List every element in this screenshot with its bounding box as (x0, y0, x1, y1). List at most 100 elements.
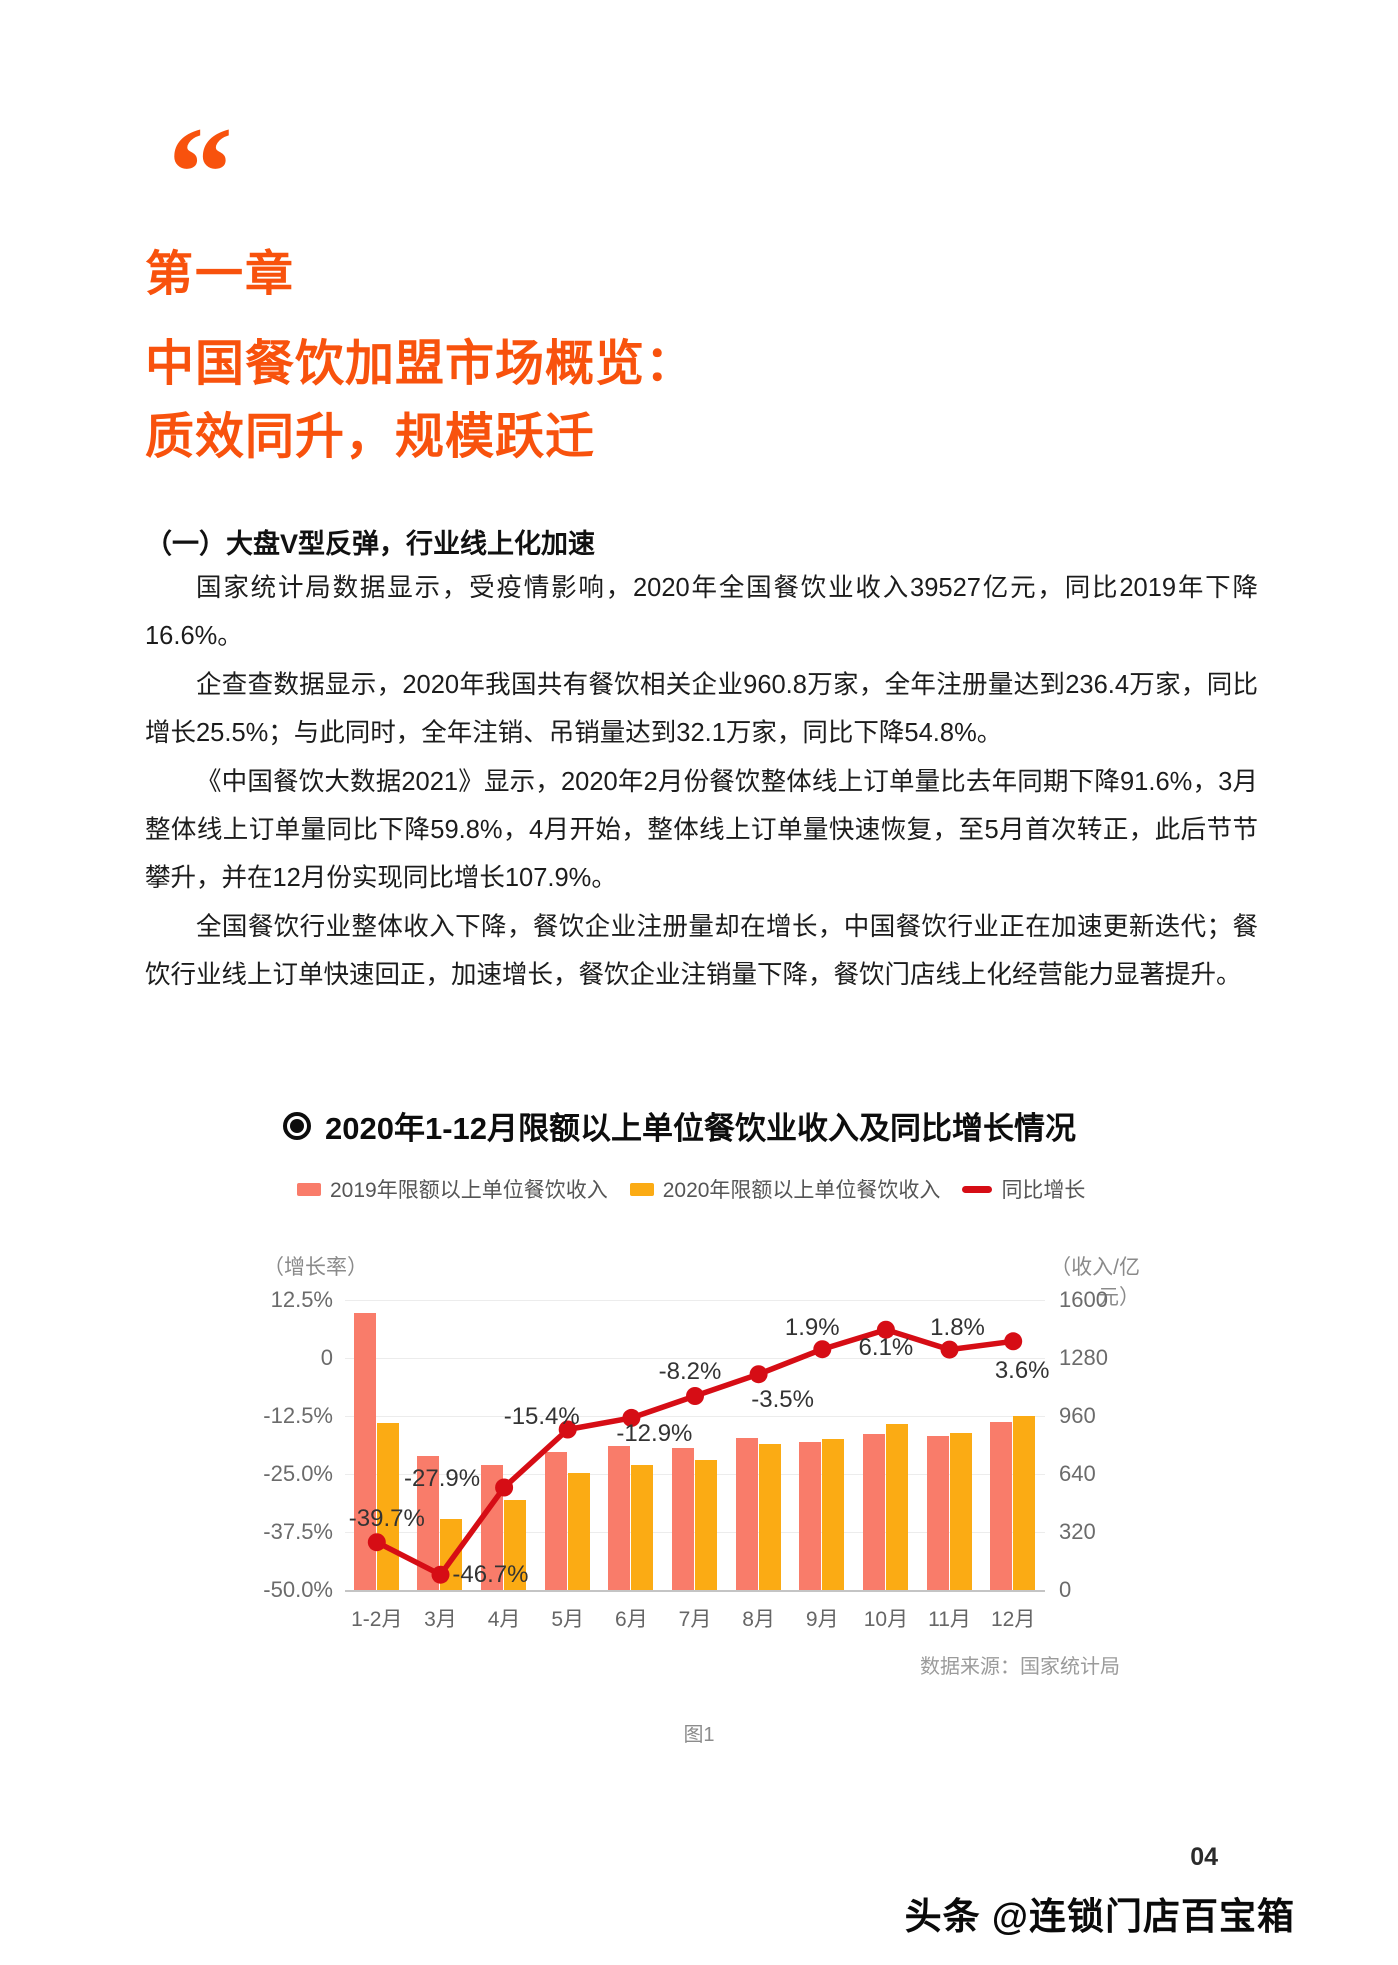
legend-label: 2019年限额以上单位餐饮收入 (330, 1179, 608, 1202)
growth-point-6月 (622, 1408, 641, 1427)
growth-label-7月: -8.2% (658, 1358, 722, 1386)
right-axis-tick: 640 (1059, 1461, 1096, 1486)
legend-item: 2020年限额以上单位餐饮收入 (629, 1174, 941, 1204)
legend-bar-swatch (297, 1182, 321, 1196)
legend-label: 同比增长 (1001, 1179, 1086, 1202)
growth-point-3月 (431, 1565, 450, 1584)
bullseye-icon (283, 1111, 311, 1140)
left-axis-caption: （增长率） (263, 1256, 368, 1279)
x-axis-label-8月: 8月 (742, 1608, 775, 1631)
chapter-heading: 第一章 (145, 248, 296, 301)
x-axis-label-4月: 4月 (487, 1608, 521, 1631)
legend-label: 2020年限额以上单位餐饮收入 (662, 1179, 941, 1202)
growth-point-9月 (813, 1340, 832, 1359)
legend-item: 同比增长 (962, 1174, 1085, 1204)
paragraph: 国家统计局数据显示，受疫情影响，2020年全国餐饮业收入39527亿元，同比20… (145, 574, 1258, 651)
right-axis-caption: （收入/亿元） (1050, 1256, 1140, 1309)
growth-point-5月 (558, 1420, 577, 1439)
left-axis-tick: -12.5% (263, 1403, 333, 1428)
growth-label-10月: 6.1% (858, 1333, 914, 1361)
growth-point-12月 (1004, 1332, 1023, 1351)
x-axis-label-3月: 3月 (424, 1608, 457, 1631)
left-axis-tick: 12.5% (270, 1287, 333, 1312)
bar-2019-11月 (926, 1435, 949, 1590)
x-axis-label-6月: 6月 (615, 1608, 648, 1631)
bar-2019-12月 (990, 1421, 1013, 1590)
right-axis-tick: 0 (1059, 1577, 1072, 1602)
right-axis-tick: 1280 (1059, 1345, 1108, 1370)
gridline (345, 1358, 1045, 1359)
growth-point-10月 (876, 1320, 895, 1339)
body-text: 国家统计局数据显示，受疫情影响，2020年全国餐饮业收入39527亿元，同比20… (145, 564, 1258, 1000)
left-axis-tick: -25.0% (263, 1461, 333, 1486)
watermark: 头条 @连锁门店百宝箱 (904, 1896, 1295, 1937)
growth-label-9月: 1.9% (784, 1314, 840, 1342)
paragraph: 全国餐饮行业整体收入下降，餐饮企业注册量却在增长，中国餐饮行业正在加速更新迭代；… (145, 912, 1258, 990)
growth-point-7月 (686, 1387, 704, 1405)
bar-2019-9月 (799, 1441, 822, 1590)
bar-2020-9月 (822, 1438, 845, 1590)
bar-2020-7月 (695, 1460, 717, 1590)
paragraph: 《中国餐饮大数据2021》显示，2020年2月份餐饮整体线上订单量比去年同期下降… (145, 767, 1258, 893)
bar-2020-8月 (758, 1443, 781, 1590)
growth-label-6月: -12.9% (616, 1419, 693, 1447)
right-axis-tick: 1600 (1059, 1287, 1108, 1312)
growth-line-chart (367, 1320, 1023, 1584)
growth-point-8月 (749, 1365, 768, 1384)
growth-point-11月 (940, 1340, 959, 1359)
bar-2020-11月 (949, 1432, 972, 1590)
bar-2020-12月 (1013, 1415, 1036, 1590)
growth-label-3月: -46.7% (452, 1560, 529, 1588)
growth-label-1-2月: -39.7% (348, 1505, 425, 1533)
x-axis-label-12月: 12月 (990, 1608, 1036, 1631)
report-title: 中国餐饮加盟市场概览： 质效同升，规模跃迁 (145, 328, 695, 474)
bar-2019-7月 (672, 1448, 694, 1590)
growth-label-8月: -3.5% (751, 1386, 814, 1414)
bar-2019-3月 (417, 1456, 440, 1590)
page-number: 04 (1190, 1843, 1218, 1871)
growth-label-4月: -27.9% (404, 1465, 481, 1493)
bar-2020-10月 (885, 1423, 908, 1590)
growth-label-12月: 3.6% (994, 1357, 1050, 1385)
report-title-line1: 中国餐饮加盟市场概览： (145, 337, 696, 391)
bar-2019-6月 (608, 1446, 631, 1590)
growth-label-11月: 1.8% (930, 1313, 985, 1341)
x-axis-label-10月: 10月 (863, 1608, 909, 1631)
x-axis-label-7月: 7月 (678, 1608, 712, 1631)
gridline (345, 1300, 1045, 1301)
x-axis-label-1-2月: 1-2月 (351, 1608, 403, 1631)
chart-plot-area: 12.5% 1600 0 1280 -12.5% 960 -25.0% 640 -37.5% 32… (263, 1287, 1108, 1631)
growth-point-4月 (495, 1478, 514, 1497)
bar-2020-5月 (567, 1472, 590, 1590)
growth-label-5月: -15.4% (503, 1403, 580, 1431)
left-axis-tick: -37.5% (263, 1519, 333, 1544)
right-axis-tick: 960 (1059, 1403, 1096, 1428)
quote-mark-ornament: “ (168, 101, 233, 245)
chart-legend: 2019年限额以上单位餐饮收入 2020年限额以上单位餐饮收入 同比增长 (297, 1174, 1085, 1204)
chart-title-text: 2020年1-12月限额以上单位餐饮业收入及同比增长情况 (325, 1111, 1077, 1146)
bar-2020-4月 (504, 1499, 527, 1590)
bar-2019-10月 (862, 1433, 885, 1590)
bar-2020-6月 (631, 1464, 654, 1590)
section-heading: （一）大盘V型反弹，行业线上化加速 (145, 529, 596, 559)
report-title-line2: 质效同升，规模跃迁 (145, 410, 596, 464)
legend-bar-swatch (629, 1182, 654, 1196)
right-axis-tick: 320 (1059, 1519, 1096, 1544)
legend-item: 2019年限额以上单位餐饮收入 (297, 1174, 608, 1204)
paragraph: 企查查数据显示，2020年我国共有餐饮相关企业960.8万家，全年注册量达到23… (145, 670, 1258, 748)
gridline (345, 1416, 1045, 1417)
left-axis-tick: 0 (320, 1345, 333, 1370)
x-axis-label-5月: 5月 (551, 1608, 585, 1631)
gridline (345, 1590, 1045, 1592)
x-axis-label-11月: 11月 (928, 1608, 971, 1631)
bar-2019-5月 (544, 1451, 567, 1590)
bar-2019-1-2月 (353, 1312, 376, 1590)
x-axis-label-9月: 9月 (805, 1608, 839, 1631)
source-note: 数据来源：国家统计局 (920, 1656, 1120, 1678)
legend-line-swatch (962, 1185, 993, 1193)
left-axis-tick: -50.0% (263, 1577, 333, 1602)
figure-caption: 图1 (683, 1724, 715, 1746)
bar-2019-8月 (735, 1438, 758, 1590)
chart-title: 2020年1-12月限额以上单位餐饮业收入及同比增长情况 (283, 1103, 1076, 1148)
